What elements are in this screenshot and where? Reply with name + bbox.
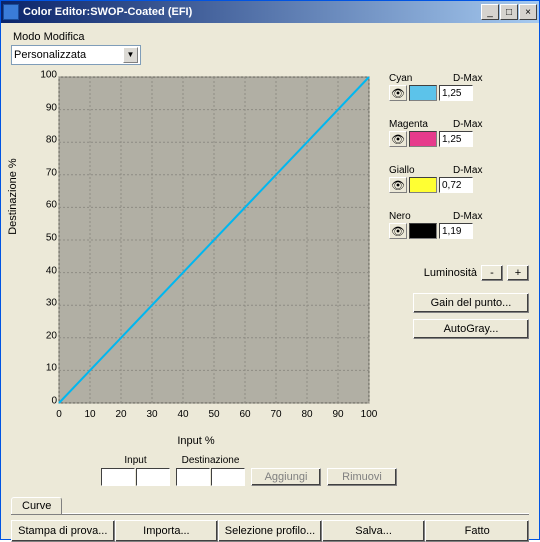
- right-column: CyanD-Max👁1,25MagentaD-Max👁1,25GialloD-M…: [389, 69, 529, 439]
- minimize-button[interactable]: _: [481, 4, 499, 20]
- input-field-1[interactable]: [101, 468, 135, 486]
- app-icon: [3, 4, 19, 20]
- channel-magenta: MagentaD-Max 👁 1,25: [389, 119, 529, 147]
- channel-name: Nero: [389, 211, 453, 222]
- channel-cyan: CyanD-Max 👁 1,25: [389, 73, 529, 101]
- client-area: Modo Modifica Personalizzata ▼ Destinazi…: [1, 23, 539, 539]
- right-buttons: Gain del punto... AutoGray...: [389, 293, 529, 339]
- save-button[interactable]: Salva...: [322, 520, 426, 542]
- main-row: Destinazione % 0102030405060708090100 01…: [11, 69, 529, 439]
- visibility-toggle[interactable]: 👁: [389, 131, 407, 147]
- dmax-input[interactable]: 1,25: [439, 85, 473, 101]
- window-title: Color Editor:SWOP-Coated (EFI): [23, 6, 480, 18]
- dmax-label: D-Max: [453, 73, 482, 84]
- dest-group: Destinazione: [176, 455, 245, 486]
- visibility-toggle[interactable]: 👁: [389, 223, 407, 239]
- channel-name: Magenta: [389, 119, 453, 130]
- channel-name: Giallo: [389, 165, 453, 176]
- luminosity-minus-button[interactable]: -: [481, 265, 503, 281]
- input-label: Input: [124, 455, 146, 466]
- luminosity-row: Luminosità - +: [389, 265, 529, 281]
- visibility-toggle[interactable]: 👁: [389, 177, 407, 193]
- input-field-2[interactable]: [136, 468, 170, 486]
- dmax-input[interactable]: 1,19: [439, 223, 473, 239]
- color-swatch[interactable]: [409, 131, 437, 147]
- import-button[interactable]: Importa...: [115, 520, 219, 542]
- dest-label: Destinazione: [182, 455, 240, 466]
- dmax-input[interactable]: 1,25: [439, 131, 473, 147]
- close-button[interactable]: ×: [519, 4, 537, 20]
- dmax-label: D-Max: [453, 119, 482, 130]
- color-swatch[interactable]: [409, 223, 437, 239]
- remove-button[interactable]: Rimuovi: [327, 468, 397, 486]
- mode-selected: Personalizzata: [14, 49, 86, 61]
- dest-field-2[interactable]: [211, 468, 245, 486]
- luminosity-label: Luminosità: [424, 267, 477, 279]
- proof-print-button[interactable]: Stampa di prova...: [11, 520, 115, 542]
- channel-giallo: GialloD-Max 👁 0,72: [389, 165, 529, 193]
- visibility-toggle[interactable]: 👁: [389, 85, 407, 101]
- tabs: Curve: [11, 496, 529, 513]
- luminosity-plus-button[interactable]: +: [507, 265, 529, 281]
- input-group: Input: [101, 455, 170, 486]
- y-ticks: 0102030405060708090100: [35, 75, 57, 405]
- maximize-button[interactable]: □: [500, 4, 518, 20]
- mode-select[interactable]: Personalizzata ▼: [11, 45, 141, 65]
- io-row: Input Destinazione Aggiungi Rimuovi: [101, 455, 529, 486]
- chart-xlabel: Input %: [177, 435, 214, 447]
- select-profile-button[interactable]: Selezione profilo...: [218, 520, 322, 542]
- add-button[interactable]: Aggiungi: [251, 468, 321, 486]
- bottom-bar: Stampa di prova... Importa... Selezione …: [11, 513, 529, 542]
- mode-row: Modo Modifica Personalizzata ▼: [11, 31, 529, 65]
- chevron-down-icon: ▼: [123, 47, 138, 63]
- curve-chart[interactable]: [11, 69, 381, 429]
- dmax-input[interactable]: 0,72: [439, 177, 473, 193]
- dest-field-1[interactable]: [176, 468, 210, 486]
- dmax-label: D-Max: [453, 165, 482, 176]
- window-controls: _ □ ×: [480, 4, 537, 20]
- titlebar: Color Editor:SWOP-Coated (EFI) _ □ ×: [1, 1, 539, 23]
- chart-area: Destinazione % 0102030405060708090100 01…: [11, 69, 381, 439]
- color-swatch[interactable]: [409, 85, 437, 101]
- window: Color Editor:SWOP-Coated (EFI) _ □ × Mod…: [0, 0, 540, 540]
- dmax-label: D-Max: [453, 211, 482, 222]
- channel-nero: NeroD-Max 👁 1,19: [389, 211, 529, 239]
- autogray-button[interactable]: AutoGray...: [413, 319, 529, 339]
- color-swatch[interactable]: [409, 177, 437, 193]
- channel-name: Cyan: [389, 73, 453, 84]
- chart-ylabel: Destinazione %: [7, 158, 19, 234]
- tab-curve[interactable]: Curve: [11, 497, 62, 514]
- dot-gain-button[interactable]: Gain del punto...: [413, 293, 529, 313]
- mode-label: Modo Modifica: [13, 31, 141, 43]
- done-button[interactable]: Fatto: [425, 520, 529, 542]
